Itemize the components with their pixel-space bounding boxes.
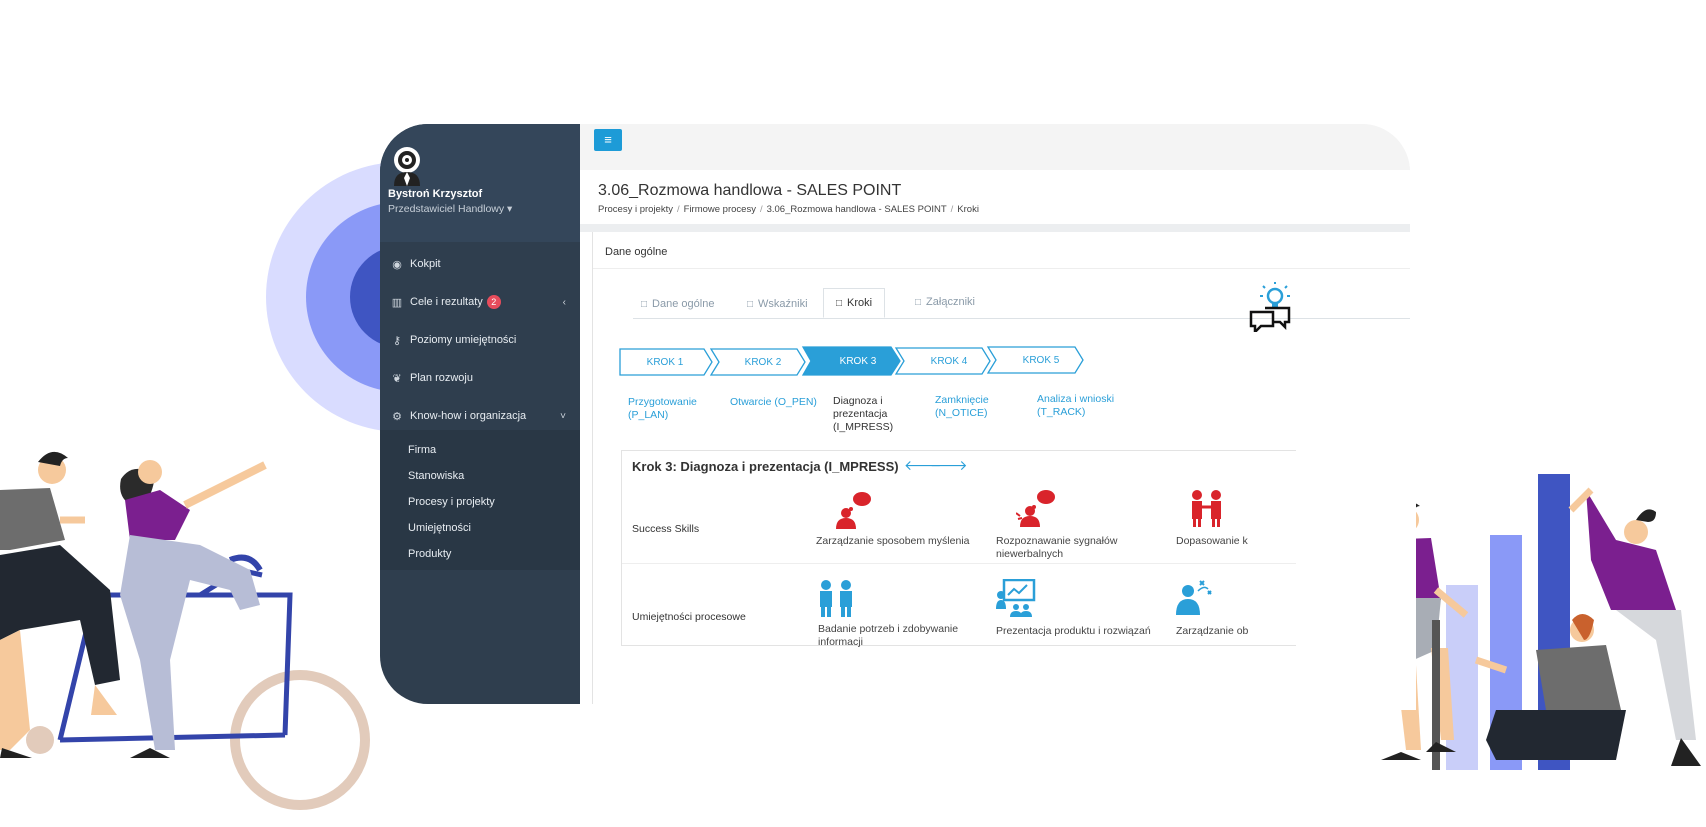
nav-plan-rozwoju[interactable]: ❦ Plan rozwoju — [380, 360, 580, 396]
window-mask — [1410, 120, 1450, 450]
submenu-stanowiska[interactable]: Stanowiska — [408, 470, 465, 482]
step-details-title: Krok 3: Diagnoza i prezentacja (I_MPRESS… — [632, 459, 899, 474]
submenu-umiejetnosci[interactable]: Umiejętności — [408, 522, 471, 534]
step-2-name[interactable]: Otwarcie (O_PEN) — [730, 396, 817, 408]
row-label-umiejetnosci: Umiejętności procesowe — [632, 611, 746, 623]
tab-label: Dane ogólne — [652, 298, 715, 310]
nav-cele-i-rezultaty[interactable]: ▥ Cele i rezultaty 2 ‹ — [380, 284, 580, 320]
nav-label: Cele i rezultaty — [410, 296, 483, 308]
laptop-icon: □ — [915, 296, 922, 308]
strategy-person-icon — [1176, 580, 1212, 615]
tab-label: Załączniki — [926, 296, 975, 308]
nav-know-how[interactable]: ⚙ Know-how i organizacja ˅ — [380, 398, 580, 434]
step-1-name[interactable]: Przygotowanie (P_LAN) — [628, 396, 697, 421]
tab-kroki[interactable]: □ Kroki — [823, 288, 886, 318]
chevron-down-icon: ˅ — [560, 410, 566, 422]
user-name: Bystroń Krzysztof — [388, 188, 483, 200]
tab-label: Wskaźniki — [758, 298, 808, 310]
step-arrow-1 — [619, 348, 713, 376]
divider — [593, 268, 1410, 269]
steps-arrows — [619, 346, 1084, 376]
cogs-icon: ⚙ — [392, 410, 402, 423]
submenu-procesy[interactable]: Procesy i projekty — [408, 496, 495, 508]
step-3-button[interactable]: KROK 3 — [839, 356, 877, 367]
gauge-icon: ◉ — [392, 258, 402, 271]
step-arrow-2 — [709, 348, 806, 376]
interview-people-icon — [820, 580, 852, 617]
skill-item[interactable]: Rozpoznawanie sygnałów niewerbalnych — [996, 535, 1118, 560]
sidebar-toggle-button[interactable]: ≡ — [594, 129, 622, 151]
step-details-box: Krok 3: Diagnoza i prezentacja (I_MPRESS… — [621, 450, 1410, 648]
nav-poziomy-umiejetnosci[interactable]: ⚷ Poziomy umiejętności — [380, 322, 580, 358]
key-icon: ⚷ — [392, 334, 402, 347]
tab-divider — [633, 318, 1410, 319]
step-1-button[interactable]: KROK 1 — [646, 357, 684, 368]
idea-chat-icon[interactable] — [1247, 282, 1293, 332]
know-how-submenu: Firma Stanowiska Procesy i projekty Umie… — [380, 430, 580, 570]
breadcrumb: Procesy i projekty / Firmowe procesy/3.06_… — [598, 204, 979, 215]
count-badge: 2 — [486, 295, 501, 309]
presentation-icon — [996, 579, 1036, 617]
nav-label: Plan rozwoju — [410, 372, 473, 384]
tab-wskazniki[interactable]: □ Wskaźniki — [747, 290, 808, 318]
step-5-button[interactable]: KROK 5 — [1022, 355, 1060, 366]
nav-label: Kokpit — [410, 258, 441, 270]
user-panel: Bystroń Krzysztof Przedstawiciel Handlow… — [380, 124, 580, 242]
laptop-icon: □ — [747, 298, 754, 310]
laptop-icon: □ — [641, 298, 648, 310]
top-bar: ≡ — [580, 124, 1410, 170]
divider — [622, 563, 1410, 564]
step-5-name[interactable]: Analiza i wnioski (T_RACK) — [1037, 393, 1115, 418]
breadcrumb-item[interactable]: 3.06_Rozmowa handlowa - SALES POINT — [766, 204, 947, 215]
target-user-icon — [394, 147, 420, 186]
skill-item[interactable]: Zarządzanie sposobem myślenia — [816, 535, 970, 547]
breadcrumb-item: Kroki — [957, 204, 979, 215]
skill-item[interactable]: Badanie potrzeb i zdobywanie informacji — [818, 623, 959, 648]
step-4-name[interactable]: Zamknięcie (N_OTICE) — [935, 394, 989, 419]
submenu-produkty[interactable]: Produkty — [408, 548, 452, 560]
tab-dane-ogolne[interactable]: □ Dane ogólne — [641, 290, 714, 318]
user-role-dropdown[interactable]: Przedstawiciel Handlowy ▾ — [388, 203, 513, 215]
page-title: 3.06_Rozmowa handlowa - SALES POINT — [598, 182, 902, 199]
breadcrumb-item[interactable]: Procesy i projekty — [598, 204, 673, 215]
step-arrow-3 — [801, 346, 901, 376]
divider — [580, 224, 1410, 232]
arrow-right-icon[interactable]: 🡒 — [930, 457, 968, 473]
step-4-button[interactable]: KROK 4 — [930, 356, 968, 367]
breadcrumb-item[interactable]: Firmowe procesy — [683, 204, 756, 215]
body-language-icon — [1016, 490, 1055, 527]
skill-item[interactable]: Dopasowanie k — [1176, 535, 1248, 547]
app-window: Bystroń Krzysztof Przedstawiciel Handlow… — [380, 124, 1410, 704]
step-2-button[interactable]: KROK 2 — [744, 357, 782, 368]
leaf-icon: ❦ — [392, 372, 402, 385]
panel-title: Dane ogólne — [605, 246, 668, 258]
arrow-left-icon[interactable]: 🡐 — [904, 457, 942, 473]
nav-kokpit[interactable]: ◉ Kokpit — [380, 246, 580, 282]
submenu-firma[interactable]: Firma — [408, 444, 437, 456]
chart-icon: ▥ — [391, 296, 403, 309]
step-arrow-5 — [986, 346, 1084, 374]
sidebar: Bystroń Krzysztof Przedstawiciel Handlow… — [380, 124, 580, 704]
row-label-success-skills: Success Skills — [632, 523, 700, 535]
cyclists-illustration — [0, 451, 370, 810]
main-content: 3.06_Rozmowa handlowa - SALES POINT Proc… — [580, 170, 1410, 704]
handshake-people-icon — [1192, 490, 1221, 527]
tab-label: Kroki — [847, 297, 873, 309]
laptop-icon: □ — [836, 297, 843, 309]
nav-label: Know-how i organizacja — [410, 410, 527, 422]
tab-zalaczniki[interactable]: □ Załączniki — [915, 288, 975, 316]
details-panel: Dane ogólne □ Dane ogólne □ Wskaźniki □ … — [592, 232, 1410, 704]
nav-label: Poziomy umiejętności — [410, 334, 517, 346]
chevron-left-icon: ‹ — [562, 296, 566, 308]
step-arrow-4 — [894, 347, 991, 375]
thinking-person-icon — [836, 492, 871, 529]
step-3-name: Diagnoza i prezentacja (I_MPRESS) — [833, 395, 894, 433]
window-mask — [1296, 440, 1416, 710]
skill-item[interactable]: Zarządzanie ob — [1176, 625, 1249, 637]
skill-item[interactable]: Prezentacja produktu i rozwiązań — [996, 625, 1151, 637]
